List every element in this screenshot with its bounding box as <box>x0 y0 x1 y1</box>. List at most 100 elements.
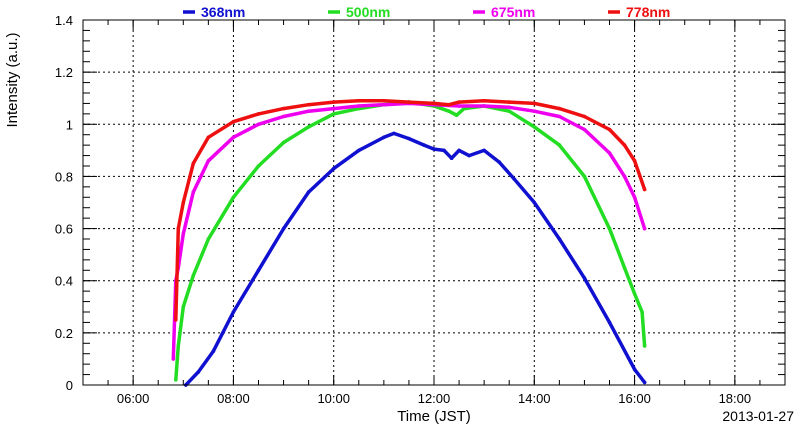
data-point-778nm <box>432 101 436 106</box>
data-point-675nm <box>382 102 386 107</box>
data-point-778nm <box>306 102 311 107</box>
data-point-500nm <box>607 226 612 231</box>
data-point-675nm <box>191 190 196 194</box>
y-tick-label: 1.4 <box>55 13 73 28</box>
data-point-500nm <box>454 113 459 117</box>
data-point-675nm <box>607 151 612 155</box>
data-point-675nm <box>231 135 236 140</box>
data-point-675nm <box>622 174 627 179</box>
data-point-675nm <box>457 104 461 108</box>
data-point-778nm <box>256 112 261 116</box>
data-point-675nm <box>482 104 486 108</box>
data-point-778nm <box>582 114 587 119</box>
data-point-500nm <box>632 292 637 296</box>
y-tick-label: 1 <box>66 117 73 132</box>
ticks: 06:00 08:00 10:00 12:00 14:00 16:00 18:00 0 0.2 0… <box>55 13 786 406</box>
data-point-368nm <box>632 367 637 372</box>
y-tick-label: 0 <box>66 378 73 393</box>
data-point-675nm <box>532 109 537 113</box>
data-point-368nm <box>422 143 426 147</box>
data-point-368nm <box>532 200 537 205</box>
data-point-368nm <box>256 268 261 273</box>
x-tick-label: 08:00 <box>217 391 250 406</box>
date-label: 2013-01-27 <box>722 408 794 424</box>
data-point-500nm <box>206 237 211 241</box>
x-axis-label: Time (JST) <box>397 408 471 425</box>
data-point-778nm <box>191 161 196 166</box>
data-point-368nm <box>281 226 286 231</box>
y-axis-label: Intensity (a.u.) <box>4 32 21 127</box>
data-point-500nm <box>231 195 236 200</box>
data-point-500nm <box>507 109 512 113</box>
data-point-500nm <box>181 305 186 309</box>
data-point-500nm <box>256 164 261 168</box>
data-point-368nm <box>512 177 516 181</box>
legend-label-500nm: 500nm <box>346 4 390 20</box>
series-layer <box>171 99 647 387</box>
data-point-500nm <box>306 125 311 129</box>
data-point-675nm <box>281 114 286 119</box>
legend-label-675nm: 675nm <box>491 4 535 20</box>
data-point-368nm <box>442 148 446 153</box>
y-tick-label: 0.2 <box>55 326 73 341</box>
data-point-500nm <box>557 143 562 147</box>
data-point-778nm <box>622 143 627 147</box>
data-point-368nm <box>482 148 486 153</box>
data-point-675nm <box>256 122 261 127</box>
data-point-500nm <box>642 344 647 348</box>
y-tick-label: 0.4 <box>55 274 73 289</box>
data-point-368nm <box>582 276 587 280</box>
data-point-778nm <box>457 100 461 104</box>
data-point-368nm <box>607 320 612 325</box>
data-point-778nm <box>507 100 512 104</box>
data-point-368nm <box>382 135 386 140</box>
data-point-368nm <box>407 136 411 141</box>
data-point-368nm <box>392 131 396 136</box>
data-point-500nm <box>640 310 644 314</box>
data-point-368nm <box>449 156 454 160</box>
x-tick-label: 14:00 <box>518 391 551 406</box>
data-point-368nm <box>467 153 471 158</box>
data-point-368nm <box>331 166 336 171</box>
data-point-778nm <box>231 119 236 124</box>
data-point-778nm <box>557 106 562 111</box>
data-point-675nm <box>557 114 562 119</box>
data-point-675nm <box>181 232 186 236</box>
data-point-368nm <box>642 380 647 385</box>
legend-label-778nm: 778nm <box>626 4 670 20</box>
data-point-500nm <box>447 109 451 113</box>
x-tick-label: 10:00 <box>317 391 350 406</box>
data-point-778nm <box>357 99 361 103</box>
data-point-778nm <box>482 99 486 103</box>
y-tick-label: 0.8 <box>55 169 73 184</box>
data-point-778nm <box>206 135 211 140</box>
data-point-500nm <box>622 265 627 270</box>
legend: 368nm 500nm 675nm 778nm <box>183 4 670 20</box>
y-tick-label: 0.6 <box>55 222 73 237</box>
legend-label-368nm: 368nm <box>201 4 245 20</box>
data-point-778nm <box>174 318 178 322</box>
y-tick-label: 1.2 <box>55 65 73 80</box>
data-point-778nm <box>382 99 386 103</box>
data-point-368nm <box>231 310 236 314</box>
data-point-500nm <box>532 125 537 129</box>
data-point-675nm <box>206 159 211 163</box>
data-point-368nm <box>497 160 502 164</box>
data-point-778nm <box>181 200 186 205</box>
data-point-675nm <box>632 195 637 200</box>
data-point-778nm <box>642 187 647 192</box>
data-point-500nm <box>191 273 196 278</box>
data-point-778nm <box>176 226 181 231</box>
data-point-368nm <box>196 370 201 374</box>
data-point-368nm <box>306 190 311 194</box>
data-point-778nm <box>331 100 336 104</box>
x-tick-label: 18:00 <box>719 391 752 406</box>
data-point-778nm <box>447 102 451 107</box>
data-point-500nm <box>281 140 286 145</box>
data-point-675nm <box>507 105 512 110</box>
data-point-500nm <box>331 112 336 116</box>
data-point-778nm <box>532 101 537 106</box>
data-point-675nm <box>171 357 176 361</box>
